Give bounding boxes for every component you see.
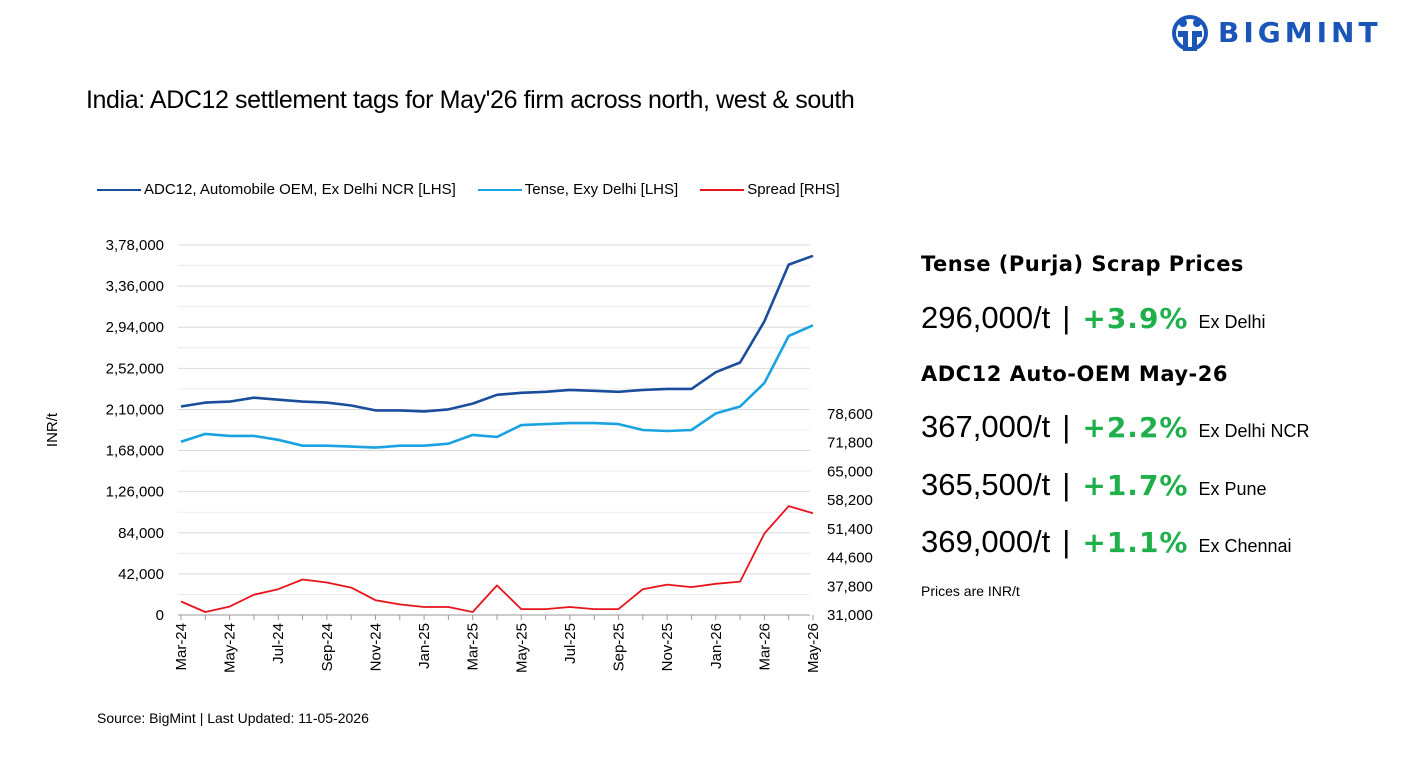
- adc-location-delhi: Ex Delhi NCR: [1198, 421, 1310, 441]
- right-axis-tick-label: 51,400: [827, 521, 873, 538]
- bigmint-logo-icon: [1172, 15, 1208, 51]
- x-axis-tick-label: Nov-25: [659, 623, 676, 671]
- price-separator: |: [1062, 524, 1071, 559]
- x-axis-tick-label: May-25: [513, 623, 530, 673]
- series-line-tense: [180, 324, 814, 449]
- series-line-spread: [180, 505, 814, 613]
- line-chart: 0 42,000 84,000 1,26,000 1,68,000 2,10,000 2,5…: [44, 237, 873, 673]
- adc-heading: ADC12 Auto-OEM May-26: [921, 362, 1228, 386]
- adc-change-delhi: +2.2%: [1082, 411, 1189, 444]
- right-axis-tick-label: 58,200: [827, 492, 873, 509]
- tense-price-row: 296,000/t | +3.9% Ex Delhi: [921, 300, 1266, 336]
- legend-item-spread: Spread [RHS]: [700, 181, 840, 198]
- x-axis-tick-label: May-26: [805, 623, 822, 673]
- tense-heading: Tense (Purja) Scrap Prices: [921, 252, 1244, 276]
- y-axis-label: INR/t: [44, 412, 61, 447]
- x-axis-tick-label: Sep-24: [319, 623, 336, 671]
- adc-row-pune: 365,500/t | +1.7% Ex Pune: [921, 467, 1267, 503]
- legend-swatch-tense: [477, 188, 522, 191]
- x-axis-tick-label: Jan-25: [416, 623, 433, 669]
- left-axis-tick-label: 84,000: [118, 525, 164, 542]
- x-axis-tick-label: Jul-25: [562, 623, 579, 664]
- chart-legend: ADC12, Automobile OEM, Ex Delhi NCR [LHS…: [97, 181, 862, 198]
- bigmint-logo: BIGMINT: [1172, 10, 1382, 54]
- x-axis-tick-label: Jan-26: [708, 623, 725, 669]
- tense-location: Ex Delhi: [1198, 312, 1266, 332]
- adc-change-pune: +1.7%: [1082, 469, 1189, 502]
- adc-row-delhi: 367,000/t | +2.2% Ex Delhi NCR: [921, 409, 1310, 445]
- left-axis-tick-label: 1,26,000: [106, 484, 164, 501]
- legend-swatch-spread: [700, 188, 745, 191]
- adc-price-delhi: 367,000/t: [921, 409, 1051, 444]
- legend-label-tense: Tense, Exy Delhi [LHS]: [524, 181, 679, 198]
- x-axis-tick-label: Sep-25: [611, 623, 628, 671]
- left-axis-tick-label: 42,000: [118, 566, 164, 583]
- bigmint-logo-text: BIGMINT: [1218, 15, 1382, 49]
- price-separator: |: [1062, 409, 1071, 444]
- adc-price-chennai: 369,000/t: [921, 524, 1051, 559]
- legend-label-spread: Spread [RHS]: [747, 181, 840, 198]
- adc-change-chennai: +1.1%: [1082, 526, 1189, 559]
- series-line-adc12: [180, 254, 814, 413]
- legend-swatch-adc12: [97, 188, 141, 191]
- tense-price: 296,000/t: [921, 300, 1051, 335]
- left-axis-tick-label: 1,68,000: [106, 443, 164, 460]
- legend-label-adc12: ADC12, Automobile OEM, Ex Delhi NCR [LHS…: [144, 181, 456, 198]
- price-separator: |: [1062, 467, 1071, 502]
- price-separator: |: [1062, 300, 1071, 335]
- adc-location-pune: Ex Pune: [1198, 479, 1267, 499]
- left-axis-tick-label: 2,52,000: [106, 360, 164, 377]
- left-axis-tick-label: 0: [156, 607, 164, 624]
- x-axis-tick-label: Mar-24: [173, 623, 190, 671]
- tense-change: +3.9%: [1082, 302, 1189, 335]
- right-axis-tick-label: 78,600: [827, 406, 873, 423]
- units-note: Prices are INR/t: [921, 583, 1020, 599]
- x-axis-tick-label: Nov-24: [367, 623, 384, 671]
- x-axis-tick-label: May-24: [222, 623, 239, 673]
- right-axis-tick-label: 65,000: [827, 463, 873, 480]
- right-axis-tick-label: 31,000: [827, 607, 873, 624]
- legend-item-tense: Tense, Exy Delhi [LHS]: [477, 181, 679, 198]
- x-axis-tick-label: Jul-24: [270, 623, 287, 664]
- left-axis-tick-label: 3,78,000: [106, 237, 164, 254]
- left-axis-tick-label: 2,94,000: [106, 319, 164, 336]
- left-axis-tick-label: 3,36,000: [106, 278, 164, 295]
- left-axis-tick-label: 2,10,000: [106, 401, 164, 418]
- source-note: Source: BigMint | Last Updated: 11-05-20…: [97, 710, 369, 726]
- adc-row-chennai: 369,000/t | +1.1% Ex Chennai: [921, 524, 1292, 560]
- legend-item-adc12: ADC12, Automobile OEM, Ex Delhi NCR [LHS…: [97, 181, 456, 198]
- right-axis-tick-label: 37,800: [827, 578, 873, 595]
- right-axis-tick-label: 71,800: [827, 435, 873, 452]
- x-axis-tick-label: Mar-26: [756, 623, 773, 671]
- x-axis-tick-label: Mar-25: [465, 623, 482, 671]
- chart-title: India: ADC12 settlement tags for May'26 …: [86, 86, 855, 114]
- adc-price-pune: 365,500/t: [921, 467, 1051, 502]
- adc-location-chennai: Ex Chennai: [1198, 536, 1292, 556]
- right-axis-tick-label: 44,600: [827, 550, 873, 567]
